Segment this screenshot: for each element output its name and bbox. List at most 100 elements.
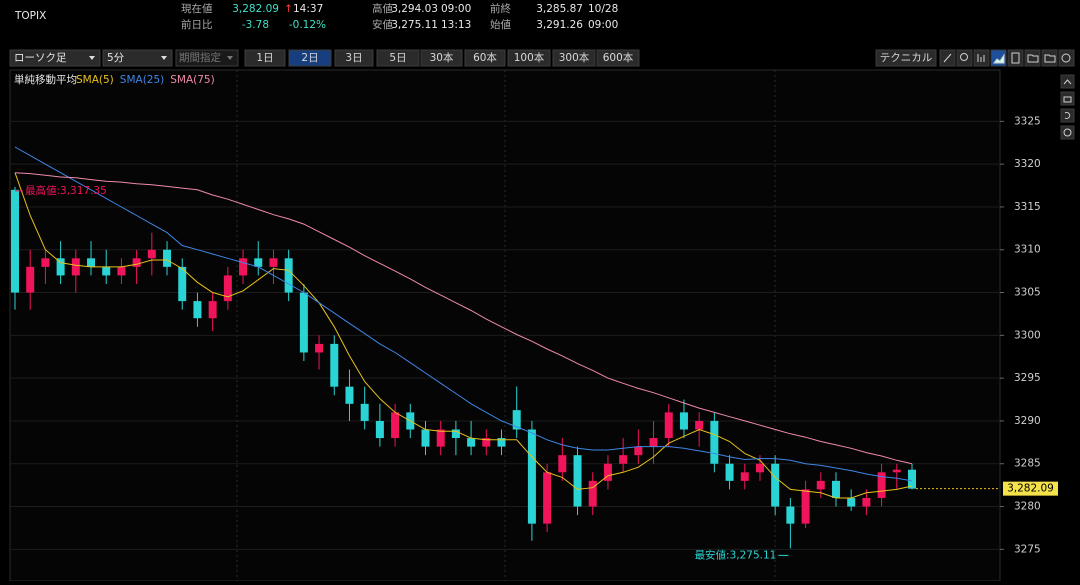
candle-body [375,420,384,439]
icon [1011,52,1020,64]
low: 3,275.11 [391,19,438,31]
candle-body [147,249,156,259]
candle-body [847,497,856,507]
range-button[interactable] [507,49,551,67]
candle-body [710,420,719,464]
range-buttons: 1日 2日 3日 5日 30本 60本 100本 300本 600本 [244,49,640,67]
candle-body [801,489,810,524]
sma-line [14,172,913,465]
candle-body [619,455,628,464]
candle-body [725,463,734,481]
icon [960,53,968,61]
range-button[interactable] [376,49,420,67]
icon [1064,112,1071,119]
icon-button[interactable] [1007,49,1024,67]
caret [89,56,95,60]
label: 始値 [490,18,511,31]
candle-body [482,438,491,447]
range-button[interactable] [596,49,640,67]
dropdown[interactable] [102,49,173,67]
range-label: 5日 [389,52,406,64]
icon [943,53,952,63]
candle-body [558,455,567,473]
range-label: 300本 [559,51,590,64]
icon-button[interactable] [1058,49,1075,67]
candle-body [908,469,916,489]
candle-body [755,463,764,473]
icon [1063,79,1072,85]
range-button[interactable] [464,49,506,67]
candle-body [254,258,263,267]
candle-body [543,472,552,524]
range-label: 2日 [301,52,318,64]
candle-body [603,463,612,481]
change: -3.78 [242,19,269,31]
y-tick-label: 3300 [1014,329,1041,341]
range-button[interactable] [244,49,286,67]
icon-button[interactable] [1060,91,1075,106]
label: 安値 [372,18,393,31]
candle-body [497,438,506,447]
button[interactable] [875,49,937,67]
range-label: 3日 [345,52,362,64]
change-pct: -0.12% [289,19,326,31]
dropdown[interactable] [9,49,101,67]
candle-body [330,343,339,387]
candle-body [527,429,536,524]
caret [161,56,167,60]
candle-body [467,438,476,447]
interval: 5分 [107,52,125,64]
candle-body [56,258,65,276]
icon-button[interactable] [1060,108,1075,123]
last-price-box [1003,481,1058,496]
range-label: 60本 [473,51,497,64]
candle-body [269,258,278,267]
label: 高値 [372,2,393,15]
icon [1063,128,1072,137]
candle-body [512,410,521,430]
current-price: 3,282.09 [232,3,279,15]
y-tick-label: 3275 [1014,543,1041,555]
date: 10/28 [588,3,618,15]
time: 13:13 [441,19,471,31]
candle-body [117,266,126,276]
y-tick-label: 3285 [1014,458,1041,470]
candle-body [892,469,901,473]
range-button[interactable] [552,49,596,67]
candle-body [345,386,354,404]
range-label: 600本 [603,51,634,64]
icon-button[interactable] [1060,74,1075,89]
tool-icons [939,49,1075,67]
range-label: 100本 [514,51,545,64]
candle-body [132,258,141,267]
time: 09:00 [441,3,471,15]
legend-entry: SMA(75) [170,74,214,86]
range-button[interactable] [334,49,374,67]
y-tick-label: 3280 [1014,501,1041,513]
high: 3,294.03 [391,3,438,15]
annotation: 最高値:3,317.35 [25,184,107,197]
candle-body [315,343,324,353]
candle-body [862,497,871,507]
label: 前日比 [181,18,213,31]
period: 期間指定 [179,51,221,64]
candle-body [573,455,582,507]
candle-body [87,258,96,267]
legend-entry: SMA(5) [76,74,114,86]
dropdown[interactable] [175,49,239,67]
caret [227,56,233,60]
range-button[interactable] [420,49,463,67]
legend: SMA(5) SMA(25) SMA(75) [76,74,215,86]
candle-body [786,506,795,524]
range-button[interactable] [288,49,332,67]
candle-body [299,292,308,353]
range-label: 1日 [256,52,273,64]
candle-body [41,258,50,267]
candle-body [163,249,172,267]
icon-button[interactable] [956,49,973,67]
candle-body [664,412,673,439]
candle-body [649,438,658,447]
y-tick-label: 3325 [1014,115,1041,127]
icon-button[interactable] [1060,125,1075,140]
candle-body [11,189,19,293]
